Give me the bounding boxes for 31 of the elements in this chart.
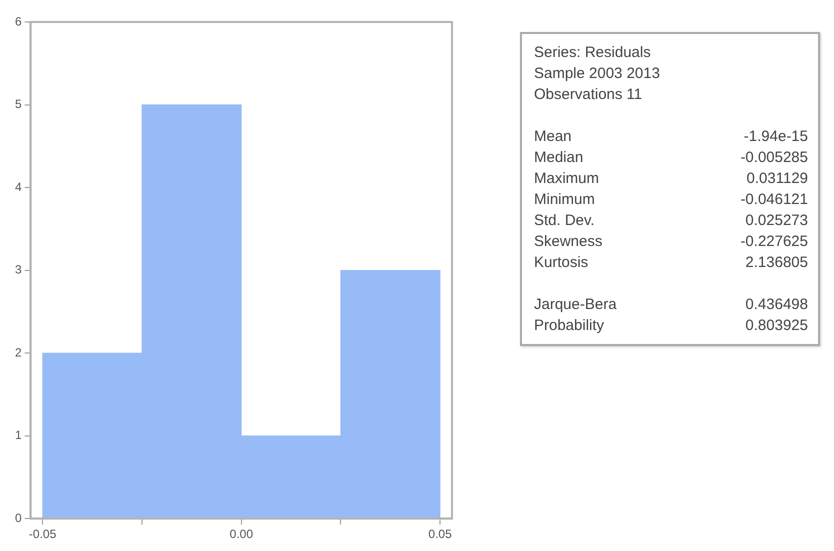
- text: -0.005285: [740, 148, 808, 168]
- text: Std. Dev.: [534, 211, 595, 231]
- text: 2.136805: [745, 253, 808, 273]
- text: Series: Residuals: [534, 43, 651, 63]
- y-tick-label: 0: [14, 510, 22, 525]
- text: Observations 11: [534, 85, 642, 105]
- text: Minimum: [534, 190, 595, 210]
- text: -0.227625: [740, 232, 808, 252]
- text: 0.803925: [745, 316, 808, 336]
- text: -1.94e-15: [744, 127, 808, 147]
- y-tick-label: 1: [14, 428, 22, 442]
- text: Mean: [534, 127, 572, 147]
- text: Jarque-Bera: [534, 295, 617, 315]
- y-tick-label: 3: [14, 262, 22, 277]
- text: -0.046121: [740, 190, 808, 210]
- text: Skewness: [534, 232, 602, 252]
- x-tick-label: 0.05: [428, 527, 452, 542]
- text: Median: [534, 148, 584, 168]
- y-tick-label: 4: [14, 180, 22, 194]
- text: 0.436498: [745, 295, 808, 315]
- x-tick-label: 0.00: [230, 527, 254, 542]
- text: Sample 2003 2013: [534, 64, 660, 84]
- x-tick-label: -0.05: [28, 527, 57, 542]
- y-tick-label: 5: [14, 97, 22, 112]
- text: Kurtosis: [534, 253, 588, 273]
- y-tick-label: 6: [14, 14, 22, 28]
- text: 0.025273: [745, 211, 808, 231]
- text: Probability: [534, 316, 604, 336]
- y-tick-label: 2: [14, 345, 22, 360]
- text: Maximum: [534, 169, 600, 189]
- text: 0.031129: [746, 169, 808, 189]
